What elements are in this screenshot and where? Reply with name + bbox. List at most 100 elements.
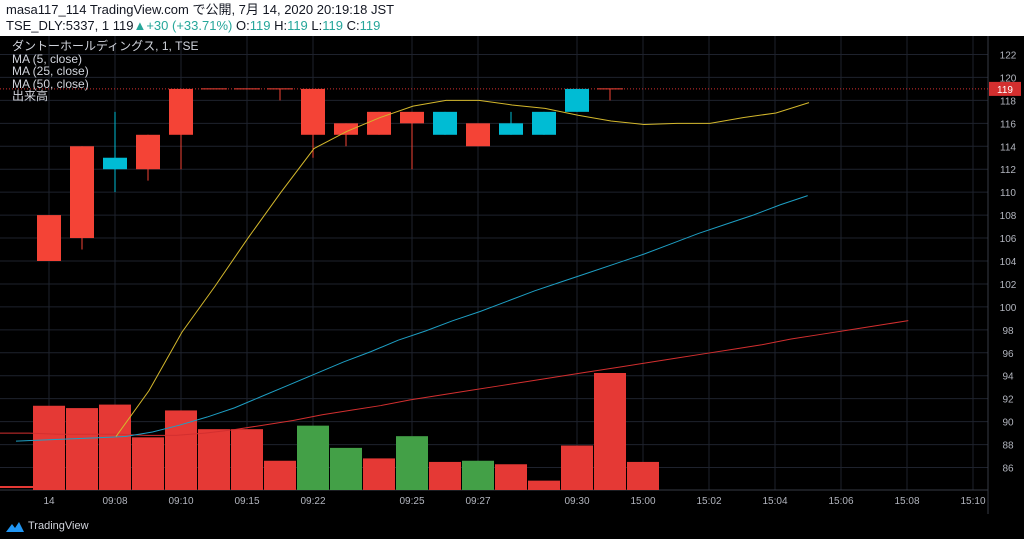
time-tick-label: 15:04	[762, 496, 787, 507]
candle-body	[466, 123, 490, 147]
price-tick-label: 88	[1002, 441, 1014, 452]
price-tick-label: 110	[1000, 188, 1016, 199]
volume-bar	[528, 480, 560, 490]
price-tick-label: 96	[1002, 349, 1014, 360]
ma25-line	[15, 195, 808, 442]
legend-title: ダントーホールディングス, 1, TSE	[12, 39, 199, 53]
price-tick-label: 122	[1000, 50, 1017, 61]
close-value: 119	[359, 18, 381, 33]
price-change: +30 (+33.71%)	[146, 18, 233, 33]
price-tick-label: 120	[1000, 73, 1017, 84]
price-tick-label: 114	[1000, 142, 1016, 153]
price-tick-label: 92	[1002, 395, 1014, 406]
tradingview-logo[interactable]: TradingView	[6, 520, 89, 532]
open-value: 119	[249, 18, 271, 33]
candle-body	[70, 146, 94, 239]
time-tick-label: 15:06	[828, 496, 853, 507]
chart-header: masa117_114 TradingView.com で公開, 7月 14, …	[0, 0, 1024, 36]
high-value: 119	[287, 18, 308, 33]
time-tick-label: 09:15	[234, 496, 259, 507]
volume-bar	[231, 429, 263, 490]
ma50-line	[0, 320, 909, 436]
tradingview-icon	[6, 522, 24, 532]
price-tick-label: 100	[1000, 303, 1017, 314]
current-price-tag	[989, 81, 1021, 96]
time-tick-label: 09:25	[399, 496, 424, 507]
volume-bars	[0, 373, 659, 490]
price-tick-label: 104	[1000, 257, 1017, 268]
candle-body	[499, 123, 523, 135]
volume-bar	[264, 460, 296, 490]
price-tick-label: 90	[1002, 418, 1014, 429]
price-tick-label: 106	[1000, 234, 1017, 245]
volume-bar	[132, 437, 164, 490]
time-tick-label: 09:10	[168, 496, 193, 507]
candle-body	[532, 111, 556, 135]
volume-bar	[297, 425, 329, 490]
price-tick-label: 108	[1000, 211, 1017, 222]
price-tick-label: 112	[1000, 165, 1016, 176]
time-tick-label: 09:30	[564, 496, 589, 507]
volume-bar	[33, 405, 65, 490]
volume-bar	[495, 464, 527, 490]
volume-bar	[198, 429, 230, 490]
legend-ma50[interactable]: MA (50, close)	[12, 76, 89, 91]
price-tick-label: 86	[1002, 464, 1014, 475]
candle-body	[103, 157, 127, 170]
candle-body	[334, 123, 358, 135]
time-tick-label: 14	[43, 496, 55, 507]
price-tick-label: 118	[1000, 96, 1016, 107]
grid-lines	[0, 36, 989, 514]
volume-bar	[330, 447, 362, 490]
chart-legend: ダントーホールディングス, 1, TSE MA (5, close) MA (2…	[12, 40, 199, 103]
legend-ma5[interactable]: MA (5, close)	[12, 51, 83, 66]
ma5-line	[115, 99, 810, 437]
volume-bar	[462, 460, 494, 490]
volume-bar	[594, 373, 626, 490]
price-axis: 86 88 90 92 94 96 98 100 102 104 106 108 110 112 114 11…	[989, 50, 1021, 475]
volume-bar	[165, 410, 197, 490]
candle-body	[400, 111, 424, 124]
candle-body	[169, 88, 193, 135]
volume-bar	[66, 408, 98, 490]
candle-body	[301, 88, 325, 135]
volume-bar	[99, 404, 131, 490]
high-label: H:	[274, 18, 288, 33]
publish-info: masa117_114 TradingView.com で公開, 7月 14, …	[6, 2, 395, 17]
legend-volume[interactable]: 出来高	[12, 89, 49, 103]
time-axis: 14 09:08 09:10 09:15 09:22 09:25 09:27 09:30 15:…	[43, 496, 986, 507]
price-tick-label: 94	[1002, 372, 1014, 383]
volume-bar	[627, 461, 659, 490]
footer: TradingView	[0, 514, 1024, 539]
time-tick-label: 15:00	[630, 496, 655, 507]
up-arrow-icon: ▲	[133, 18, 147, 33]
brand-name: TradingView	[28, 520, 89, 532]
time-tick-label: 09:08	[102, 496, 127, 507]
last-price: 119	[112, 18, 134, 33]
legend-ma25[interactable]: MA (25, close)	[12, 64, 89, 78]
candlestick-chart[interactable]: 86 88 90 92 94 96 98 100 102 104 106 108 110 112 114 11…	[0, 36, 1024, 514]
current-price-label: 119	[997, 85, 1013, 96]
time-tick-label: 09:22	[300, 496, 325, 507]
candles	[37, 88, 623, 261]
price-tick-label: 102	[1000, 280, 1017, 291]
candle-body	[367, 111, 391, 135]
volume-bar	[396, 436, 428, 490]
close-label: C:	[346, 18, 360, 33]
symbol-label: TSE_DLY:5337, 1	[6, 18, 113, 33]
candle-body	[565, 88, 589, 112]
time-tick-label: 15:02	[696, 496, 721, 507]
price-tick-label: 116	[1000, 119, 1016, 130]
ohlc-line: TSE_DLY:5337, 1 119▲+30 (+33.71%) O:119 …	[6, 18, 380, 34]
price-tick-label: 98	[1002, 326, 1014, 337]
candle-body	[433, 111, 457, 135]
open-label: O:	[235, 18, 250, 33]
volume-bar	[561, 445, 593, 490]
moving-averages	[0, 99, 909, 442]
volume-bar	[429, 461, 461, 490]
time-tick-label: 09:27	[465, 496, 490, 507]
low-value: 119	[322, 18, 343, 33]
time-tick-label: 15:10	[960, 496, 985, 507]
candle-body	[37, 215, 61, 261]
time-tick-label: 15:08	[894, 496, 919, 507]
